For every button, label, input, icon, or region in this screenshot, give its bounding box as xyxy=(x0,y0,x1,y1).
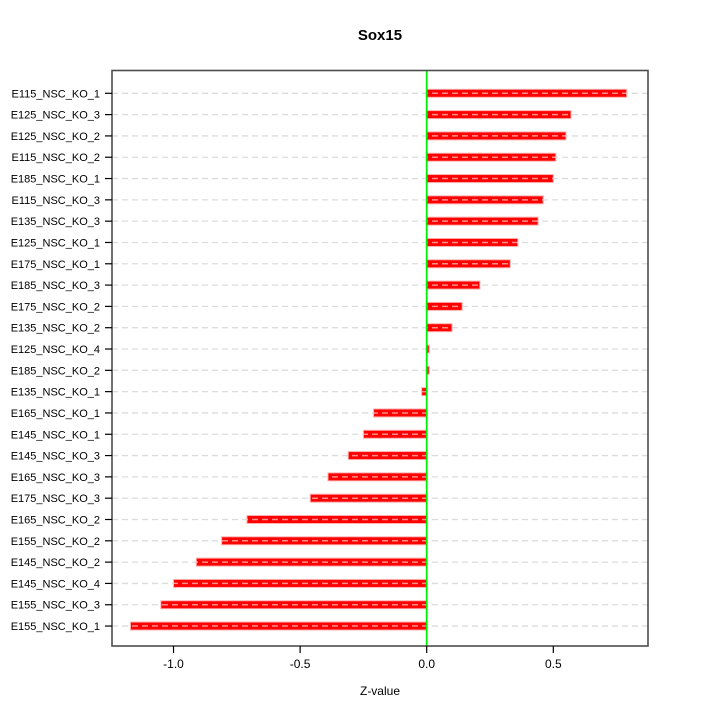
category-label: E125_NSC_KO_3 xyxy=(11,110,100,122)
category-label: E175_NSC_KO_3 xyxy=(11,493,100,505)
category-label: E165_NSC_KO_3 xyxy=(11,472,100,484)
bar xyxy=(373,408,428,418)
category-label: E115_NSC_KO_1 xyxy=(12,88,100,100)
category-label: E175_NSC_KO_1 xyxy=(11,259,100,271)
category-label: E155_NSC_KO_3 xyxy=(11,600,100,612)
category-label: E135_NSC_KO_1 xyxy=(11,387,100,399)
category-label: E145_NSC_KO_1 xyxy=(11,429,100,441)
plot-box xyxy=(111,69,649,647)
category-label: E165_NSC_KO_2 xyxy=(11,515,100,527)
bar xyxy=(173,578,428,588)
category-label: E165_NSC_KO_1 xyxy=(11,408,100,420)
chart-title: Sox15 xyxy=(358,27,402,44)
category-label: E185_NSC_KO_1 xyxy=(11,174,100,186)
category-label: E125_NSC_KO_2 xyxy=(11,131,100,143)
category-label: E125_NSC_KO_1 xyxy=(11,237,100,249)
category-label: E155_NSC_KO_1 xyxy=(11,621,100,633)
category-label: E125_NSC_KO_4 xyxy=(11,344,100,356)
category-label: E115_NSC_KO_2 xyxy=(12,152,100,164)
bar xyxy=(426,323,453,333)
category-label: E155_NSC_KO_2 xyxy=(11,536,100,548)
x-tick-label: -1.0 xyxy=(163,657,184,671)
category-label: E185_NSC_KO_2 xyxy=(11,365,100,377)
x-tick-label: -0.5 xyxy=(290,657,311,671)
x-tick-label: 0.5 xyxy=(545,657,562,671)
category-label: E115_NSC_KO_3 xyxy=(12,195,100,207)
category-label: E185_NSC_KO_3 xyxy=(11,280,100,292)
x-axis-label: Z-value xyxy=(360,684,400,698)
category-label: E175_NSC_KO_2 xyxy=(11,301,100,313)
bar xyxy=(426,110,572,120)
category-label: E145_NSC_KO_4 xyxy=(11,578,100,590)
category-label: E145_NSC_KO_3 xyxy=(11,451,100,463)
category-label: E135_NSC_KO_3 xyxy=(11,216,100,228)
category-label: E135_NSC_KO_2 xyxy=(11,323,100,335)
x-tick-label: 0.0 xyxy=(418,657,435,671)
category-label: E145_NSC_KO_2 xyxy=(11,557,100,569)
